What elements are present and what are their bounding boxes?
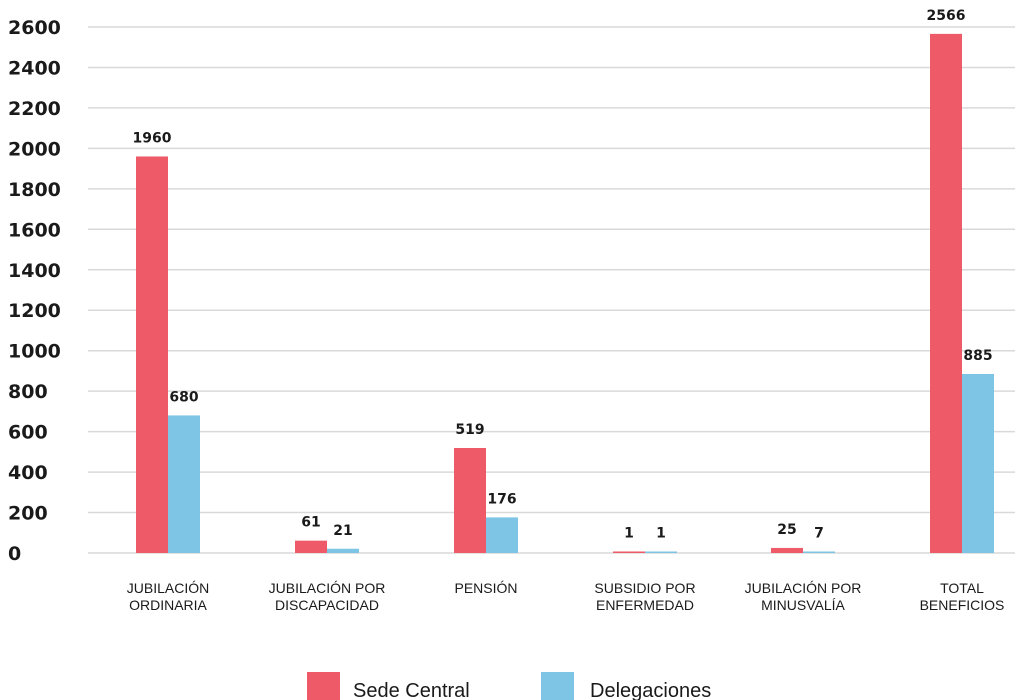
bar-delegaciones-2 xyxy=(486,517,518,553)
grid-lines xyxy=(88,26,1015,554)
bars xyxy=(136,33,994,553)
y-tick-label: 1200 xyxy=(8,300,61,322)
legend-label: Delegaciones xyxy=(590,680,711,700)
x-category-label: JUBILACIÓN POR DISCAPACIDAD xyxy=(269,580,386,613)
legend-label: Sede Central xyxy=(353,680,470,700)
y-tick-label: 1000 xyxy=(8,341,61,363)
legend: Sede Central Delegaciones xyxy=(307,672,711,700)
x-category-label: JUBILACIÓN ORDINARIA xyxy=(127,580,209,613)
data-label: 2566 xyxy=(927,8,966,24)
y-tick-label: 1600 xyxy=(8,219,61,241)
y-axis: 0 200 400 600 800 1000 1200 1400 1600 1800 2000 220… xyxy=(8,17,61,565)
bar-sede-central-1 xyxy=(295,540,327,553)
x-category-label: TOTAL BENEFICIOS xyxy=(920,580,1005,613)
data-label: 176 xyxy=(487,491,516,507)
data-label: 1960 xyxy=(133,130,172,146)
bar-sede-central-0 xyxy=(136,156,168,553)
y-tick-label: 1800 xyxy=(8,179,61,201)
bar-delegaciones-5 xyxy=(962,373,994,553)
bar-sede-central-2 xyxy=(454,448,486,553)
data-label: 21 xyxy=(333,523,352,539)
x-category-label: JUBILACIÓN POR MINUSVALÍA xyxy=(745,580,862,613)
bar-delegaciones-0 xyxy=(168,415,200,553)
data-label: 61 xyxy=(301,515,320,531)
y-tick-label: 600 xyxy=(8,422,48,444)
legend-swatch-sede-central xyxy=(307,672,340,700)
y-tick-label: 2600 xyxy=(8,17,61,39)
bar-sede-central-4 xyxy=(771,547,803,553)
bar-delegaciones-1 xyxy=(327,548,359,553)
data-label: 885 xyxy=(963,348,992,364)
y-tick-label: 2000 xyxy=(8,138,61,160)
y-tick-label: 800 xyxy=(8,381,48,403)
x-axis: JUBILACIÓN ORDINARIA JUBILACIÓN POR DISCAPA… xyxy=(127,580,1005,613)
data-label: 25 xyxy=(777,522,796,538)
bar-delegaciones-4 xyxy=(803,551,835,553)
y-tick-label: 0 xyxy=(8,543,21,565)
y-tick-label: 2200 xyxy=(8,98,61,120)
data-label: 7 xyxy=(814,526,824,542)
bar-sede-central-3 xyxy=(613,551,645,553)
x-category-label: SUBSIDIO POR ENFERMEDAD xyxy=(594,580,695,613)
data-label: 1 xyxy=(624,526,634,542)
data-label: 1 xyxy=(656,526,666,542)
data-labels: 1960 61 519 1 25 2566 680 21 176 1 7 885 xyxy=(133,8,993,542)
y-tick-label: 200 xyxy=(8,503,48,525)
legend-swatch-delegaciones xyxy=(541,672,574,700)
y-tick-label: 1400 xyxy=(8,260,61,282)
bar-sede-central-5 xyxy=(930,33,962,553)
y-tick-label: 2400 xyxy=(8,57,61,79)
bar-delegaciones-3 xyxy=(645,551,677,553)
x-category-label: PENSIÓN xyxy=(454,580,517,596)
y-tick-label: 400 xyxy=(8,462,48,484)
data-label: 519 xyxy=(455,422,484,438)
data-label: 680 xyxy=(169,389,198,405)
